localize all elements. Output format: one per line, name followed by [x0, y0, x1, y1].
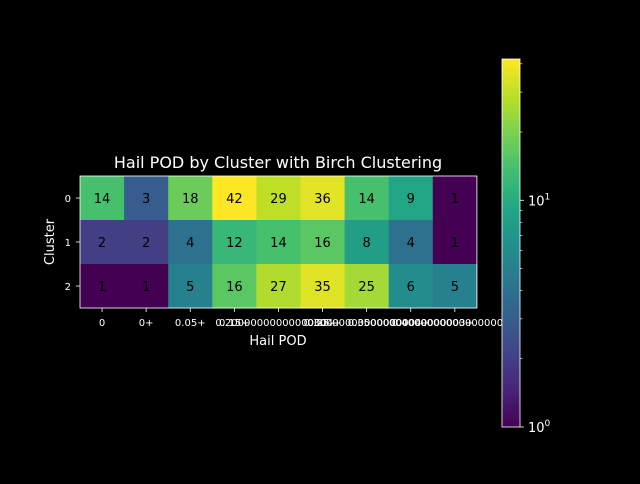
y-axis-label: Cluster [43, 218, 58, 265]
colorbar-tick-label: 100 [528, 419, 551, 436]
cell-value-label: 42 [226, 192, 243, 207]
heatmap-cells: 14 3 18 42 29 36 14 9 12 2 4 12 14 16 8 4 11 1 5 16 27 35 25 6 5 [80, 176, 478, 309]
cell-value-label: 18 [182, 192, 199, 207]
heatmap-cell [300, 220, 346, 265]
cell-value-label: 36 [314, 192, 331, 207]
cell-value-label: 1 [451, 192, 459, 207]
cell-value-label: 14 [358, 192, 375, 207]
cell-value-label: 14 [94, 192, 111, 207]
heatmap-cell [168, 264, 213, 309]
x-tick-label: 0.05+ [175, 318, 206, 329]
x-tick-label: 0+ [139, 318, 154, 329]
heatmap-cell [432, 264, 478, 309]
heatmap-cell [124, 264, 169, 309]
colorbar: 100 101 [501, 58, 551, 436]
heatmap-cell [432, 220, 478, 265]
cell-value-label: 14 [270, 236, 287, 251]
cell-value-label: 1 [451, 236, 459, 251]
heatmap-cell [80, 176, 125, 221]
x-tick-label: 0.15+ [219, 318, 250, 329]
x-tick-label: 0.40000000000000004+ [392, 318, 518, 329]
heatmap-cell [80, 220, 125, 265]
cell-value-label: 3 [142, 192, 150, 207]
cell-value-label: 1 [142, 280, 150, 295]
heatmap-cell [212, 176, 257, 221]
heatmap-cell [344, 176, 390, 221]
cell-value-label: 35 [314, 280, 331, 295]
heatmap-cell [256, 176, 301, 221]
cell-value-label: 6 [407, 280, 415, 295]
heatmap-cell [388, 220, 434, 265]
heatmap-cell [168, 220, 213, 265]
x-tick-label: 0.20000000000000004+ [215, 318, 341, 329]
chart-title: Hail POD by Cluster with Birch Clusterin… [114, 153, 442, 172]
cell-value-label: 29 [270, 192, 287, 207]
y-tick-label: 1 [65, 238, 71, 249]
cell-value-label: 1 [98, 280, 106, 295]
heatmap-cell [432, 176, 478, 221]
heatmap-cell [388, 176, 434, 221]
y-tick-label: 2 [65, 282, 71, 293]
heatmap-cell [300, 176, 346, 221]
heatmap-cell [256, 264, 301, 309]
cell-value-label: 8 [363, 236, 371, 251]
colorbar-tick-label: 101 [528, 192, 550, 209]
cell-value-label: 2 [142, 236, 150, 251]
cell-value-label: 4 [407, 236, 415, 251]
heatmap-cell [344, 264, 390, 309]
heatmap-cell [168, 176, 213, 221]
cell-value-label: 5 [186, 280, 194, 295]
cell-value-label: 27 [270, 280, 287, 295]
heatmap-cell [388, 264, 434, 309]
cell-value-label: 9 [407, 192, 415, 207]
y-ticks: 0 1 2 [65, 194, 80, 293]
cell-value-label: 2 [98, 236, 106, 251]
cell-value-label: 16 [226, 280, 243, 295]
heatmap-cell [212, 264, 257, 309]
cell-value-label: 5 [451, 280, 459, 295]
heatmap-cell [212, 220, 257, 265]
x-tick-label: 0.30000000000000004+ [304, 318, 430, 329]
cell-value-label: 16 [314, 236, 331, 251]
heatmap-cell [80, 264, 125, 309]
x-ticks: 0 0+ 0.05+ 0.15+0.20000000000000004+0.25+0.… [99, 308, 518, 329]
y-tick-label: 0 [65, 194, 71, 205]
colorbar-gradient [501, 58, 521, 428]
cell-value-label: 25 [358, 280, 375, 295]
heatmap-cell [344, 220, 390, 265]
heatmap-cell [124, 220, 169, 265]
cell-value-label: 4 [186, 236, 194, 251]
cell-value-label: 12 [226, 236, 243, 251]
x-tick-label: 0.25+ [307, 318, 338, 329]
x-axis-label: Hail POD [249, 334, 306, 349]
x-tick-label: 0.35000000000000003+ [348, 318, 474, 329]
heatmap-cell [124, 176, 169, 221]
heatmap-cell [300, 264, 346, 309]
heatmap-cell [256, 220, 301, 265]
x-tick-label: 0 [99, 318, 105, 329]
